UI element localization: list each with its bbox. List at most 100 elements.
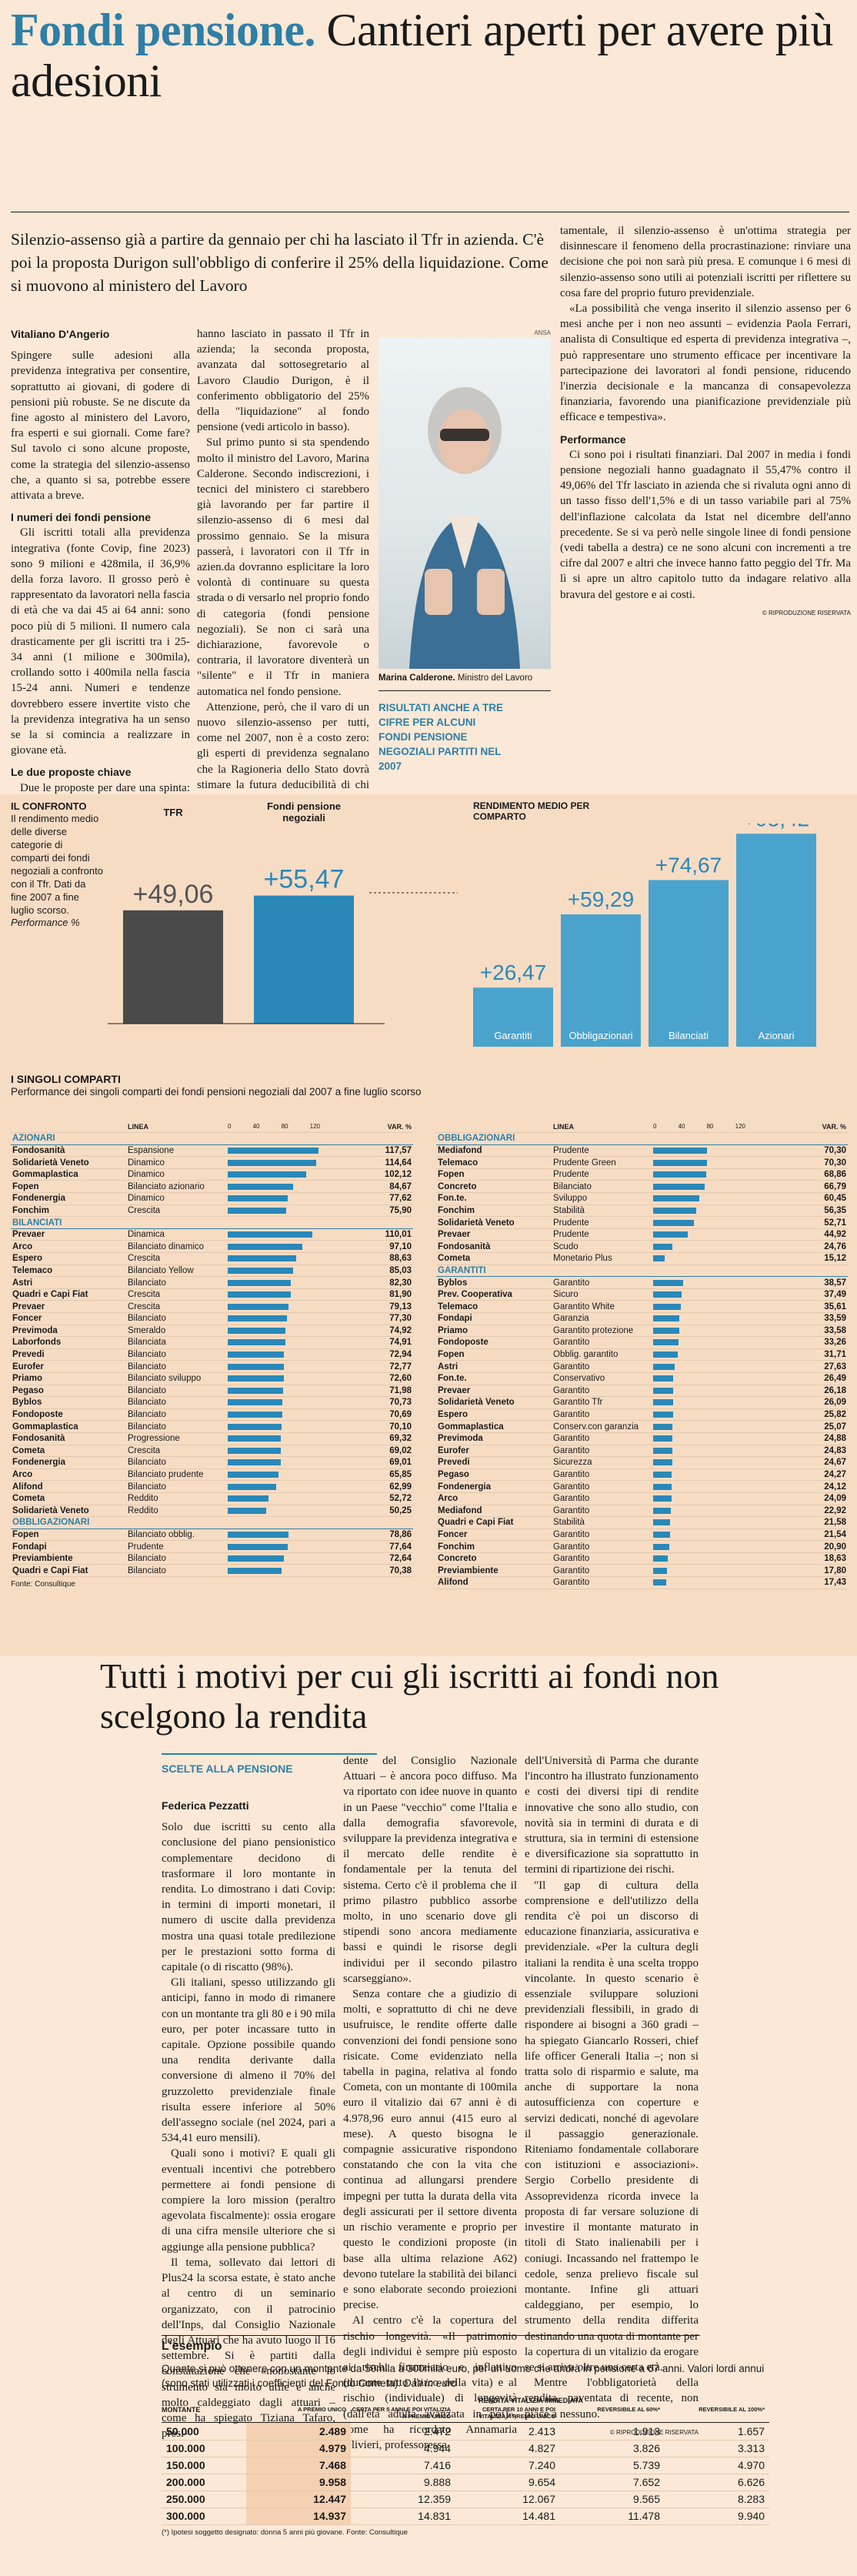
bar-fill (228, 1555, 284, 1562)
bar-fill (228, 1412, 282, 1418)
fund-var: 70,38 (326, 1564, 413, 1578)
fund-var: 24,83 (752, 1445, 848, 1458)
fund-line: Crescita (126, 1252, 226, 1265)
fund-name: Solidarietà Veneto (11, 1505, 126, 1518)
bar-fill (653, 1435, 672, 1442)
table-row: Fondenergia Bilanciato 69,01 (11, 1456, 413, 1469)
category-label: OBBLIGAZIONARI (11, 1516, 413, 1529)
h-montante: MONTANTE (162, 2406, 201, 2414)
fund-var: 70,30 (752, 1156, 848, 1169)
fund-line: Bilanciato (126, 1385, 226, 1398)
fund-name: Fondoposte (436, 1336, 552, 1349)
table-header: LINEA 0 40 80 120 VAR. % (11, 1121, 413, 1134)
esempio-rule (162, 2335, 700, 2336)
table-row: Pegaso Bilanciato 71,98 (11, 1385, 413, 1398)
fund-var: 77,64 (326, 1540, 413, 1553)
value-cell: 8.283 (665, 2491, 769, 2508)
fund-bar (226, 1276, 326, 1289)
value-cell: 2.472 (351, 2423, 455, 2441)
confronto-svg: +49,06 TFR +55,47 Fondi pensione negoziali (108, 800, 458, 1024)
bar-fill (653, 1147, 708, 1154)
fund-name: Concreto (436, 1180, 552, 1194)
rendimento-svg: +26,47 Garantiti +59,29 Obbligazionari +74,6… (473, 824, 816, 1047)
fund-line: Obblig. garantito (552, 1348, 652, 1362)
bar-fill (228, 1447, 282, 1454)
fund-bar (652, 1372, 752, 1385)
montante-cell: 200.000 (162, 2474, 246, 2491)
fund-line: Garantito (552, 1385, 652, 1398)
comparti-left-table: LINEA 0 40 80 120 VAR. % AZIONARI Fondosanità Es… (11, 1121, 413, 1578)
value-cell: 14.937 (246, 2508, 351, 2525)
fund-var: 18,63 (752, 1552, 848, 1565)
fund-var: 50,25 (326, 1505, 413, 1518)
fund-line: Sicuro (552, 1288, 652, 1301)
fund-line: Bilanciato (126, 1408, 226, 1422)
value-cell: 14.831 (351, 2508, 455, 2525)
fund-bar (226, 1348, 326, 1362)
bar-category-3: Azionari (759, 1030, 795, 1041)
table-row: Solidarietà Veneto Reddito 50,25 (11, 1505, 413, 1518)
category-label: GARANTITI (436, 1265, 848, 1278)
axis-tick: 80 (281, 1123, 288, 1131)
bar-fill (653, 1351, 678, 1358)
paragraph: Spingere sulle adesioni alla previdenza … (11, 349, 190, 503)
photo-block: ANSA Marina Calderone. Ministro del Lavo… (378, 329, 551, 773)
fund-bar (652, 1385, 752, 1398)
value-cell: 5.739 (560, 2457, 665, 2474)
fund-bar (226, 1180, 326, 1194)
table-row: Prevaer Garantito 26,18 (436, 1385, 848, 1398)
paragraph: «La possibilità che venga inserito il si… (560, 302, 851, 424)
fund-bar (652, 1396, 752, 1409)
fund-line: Bilanciato sviluppo (126, 1372, 226, 1385)
fund-var: 110,01 (326, 1228, 413, 1241)
table-row: Mediafond Garantito 22,92 (436, 1505, 848, 1518)
fund-var: 26,49 (752, 1372, 848, 1385)
bar-fill (653, 1495, 672, 1502)
value-cell: 4.979 (246, 2440, 351, 2457)
bar-fill (653, 1531, 670, 1538)
bar-fill (228, 1387, 283, 1394)
fund-bar (226, 1529, 326, 1542)
value-cell: 7.468 (246, 2457, 351, 2474)
bar-garantiti (473, 987, 553, 1047)
value-cell: 12.067 (455, 2491, 560, 2508)
category-row: OBBLIGAZIONARI (11, 1516, 413, 1529)
bar-fill (228, 1291, 291, 1298)
fund-name: Laborfonds (11, 1336, 126, 1349)
comparti-right: LINEA 0 40 80 120 VAR. % OBBLIGAZIONARI Mediafo… (436, 1121, 848, 1589)
bar-fill (653, 1375, 674, 1382)
fund-bar (652, 1228, 752, 1241)
bar-fill (653, 1171, 706, 1178)
fund-var: 79,13 (326, 1300, 413, 1313)
article2-col-1: Federica Pezzatti Solo due iscritti su c… (162, 1798, 335, 2441)
fund-bar (652, 1420, 752, 1433)
fund-name: Espero (436, 1408, 552, 1422)
fund-name: Telemaco (436, 1156, 552, 1169)
bar-fill (653, 1567, 667, 1574)
fund-name: Solidarietà Veneto (11, 1156, 126, 1169)
bar-fill (653, 1543, 669, 1550)
fund-line: Garantito (552, 1468, 652, 1482)
fund-name: Quadri e Capi Fiat (436, 1516, 552, 1529)
table-row: Priamo Garantito protezione 33,58 (436, 1325, 848, 1338)
bar-fill (228, 1567, 282, 1574)
paragraph: Mentre l'obbligatorietà della rendita, p… (525, 2377, 699, 2421)
fund-name: Fondosanità (436, 1240, 552, 1254)
table-row: Byblos Bilanciato 70,73 (11, 1396, 413, 1409)
category-label: BILANCIATI (11, 1216, 413, 1229)
fund-bar (226, 1480, 326, 1493)
fund-bar (652, 1192, 752, 1205)
fund-line: Monetario Plus (552, 1252, 652, 1265)
fund-name: Prevaer (11, 1300, 126, 1313)
fund-name: Alifond (11, 1480, 126, 1493)
table-row: Fondosanità Progressione 69,32 (11, 1432, 413, 1445)
fund-name: Cometa (436, 1252, 552, 1265)
table-row: Fondoposte Garantito 33,26 (436, 1336, 848, 1349)
table-row: Prevaer Dinamica 110,01 (11, 1228, 413, 1241)
article-col-2: hanno lasciato in passato il Tfr in azie… (197, 326, 369, 861)
fund-bar (226, 1432, 326, 1445)
fund-bar (226, 1240, 326, 1254)
fund-bar (226, 1420, 326, 1433)
table-row: Eurofer Bilanciato 72,77 (11, 1360, 413, 1373)
fund-var: 71,98 (326, 1385, 413, 1398)
